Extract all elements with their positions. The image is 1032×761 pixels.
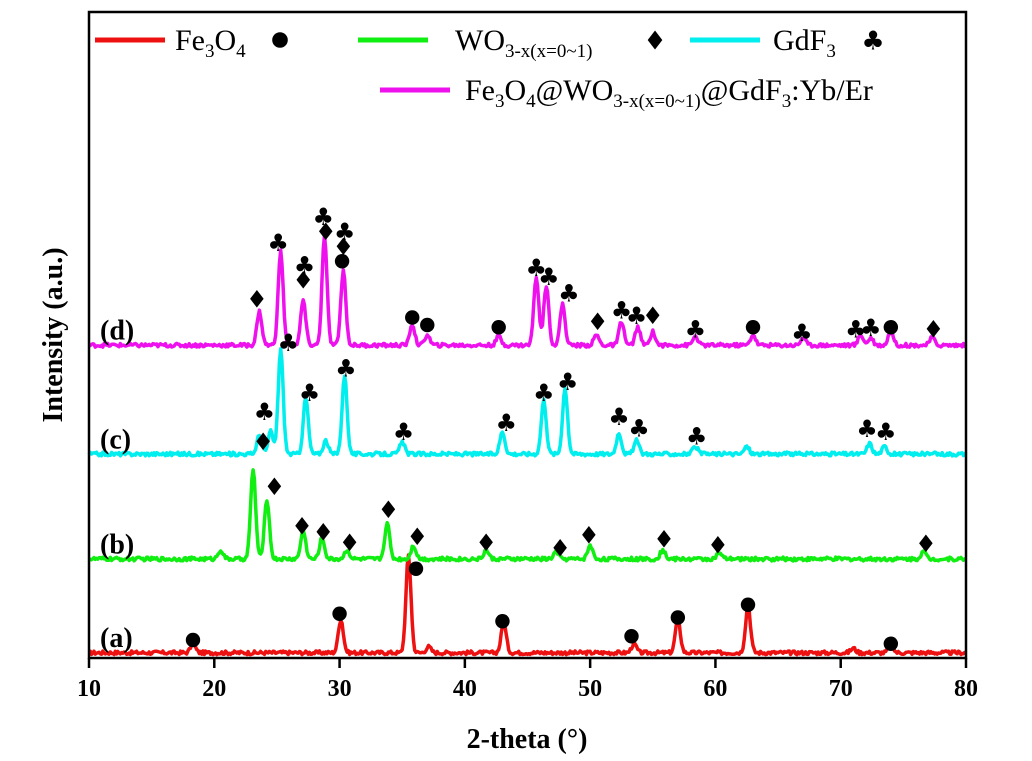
marker-circle xyxy=(334,254,350,269)
marker-diamond: ♦ xyxy=(707,531,729,559)
marker-circle xyxy=(491,320,506,335)
marker-circle xyxy=(883,636,899,651)
marker-diamond: ♦ xyxy=(653,525,675,553)
curve-labels-layer: (a) (b) (c) (d) xyxy=(100,316,134,655)
x-tick-label: 50 xyxy=(578,676,602,702)
marker-circle xyxy=(185,632,201,648)
legend: Fe3​O4​ WO3-x(x=0~1)​ ♦ GdF3​ ♣ Fe3​O4​@WO3-x… xyxy=(95,24,885,112)
marker-circle xyxy=(332,606,347,621)
marker-circle xyxy=(883,320,899,335)
curves-layer xyxy=(87,233,968,657)
markers-layer: ♦♦♦ ♦ ♦♦♦ ♦ ♦ ♦ ♦ ♦ ♦♣♣♣♣♣ ♣♣ ♣♣♣ ♣ ♣♣♦♣♦♣♦♣♦♣♣♣♣♦ ♣♣… xyxy=(185,203,945,651)
marker-diamond: ♦ xyxy=(578,522,600,550)
marker-diamond: ♦ xyxy=(915,530,937,558)
series-label: (b) xyxy=(100,529,134,560)
series-label: (d) xyxy=(100,316,134,347)
y-axis-title: Intensity (a.u.) xyxy=(38,247,69,422)
marker-club: ♣ xyxy=(299,379,321,407)
marker-diamond: ♦ xyxy=(313,519,335,547)
marker-diamond: ♦ xyxy=(292,267,314,295)
marker-circle xyxy=(670,610,686,625)
marker-club: ♣ xyxy=(334,218,356,246)
marker-diamond: ♦ xyxy=(252,428,274,456)
marker-circle xyxy=(405,310,420,325)
marker-diamond: ♦ xyxy=(315,218,337,246)
marker-club: ♣ xyxy=(608,403,630,431)
marker-club: ♣ xyxy=(254,398,276,426)
marker-club: ♣ xyxy=(860,314,882,342)
x-tick-label: 80 xyxy=(954,676,978,702)
marker-diamond: ♦ xyxy=(246,285,268,313)
x-axis-title: 2-theta (°) xyxy=(467,724,588,755)
series-label: (a) xyxy=(100,623,133,654)
marker-club: ♣ xyxy=(686,423,708,451)
series-line xyxy=(87,347,968,458)
marker-club: ♣ xyxy=(294,252,316,280)
marker-diamond: ♦ xyxy=(264,473,286,501)
legend-label: GdF3​ xyxy=(773,24,836,62)
marker-diamond: ♦ xyxy=(923,315,945,343)
marker-circle xyxy=(272,32,288,48)
marker-circle xyxy=(745,320,761,335)
marker-club: ♣ xyxy=(875,418,897,446)
legend-label: Fe3​O4​ xyxy=(175,24,246,62)
marker-club: ♣ xyxy=(335,354,357,382)
marker-club: ♣ xyxy=(856,415,878,443)
marker-club: ♣ xyxy=(685,315,707,343)
marker-diamond: ♦ xyxy=(406,523,428,551)
x-tick-label: 60 xyxy=(703,676,727,702)
marker-circle xyxy=(408,561,424,576)
x-tick-label: 40 xyxy=(453,676,477,702)
marker-circle xyxy=(495,614,510,629)
marker-club: ♣ xyxy=(558,279,580,307)
x-tick-label: 30 xyxy=(328,676,352,702)
series-label: (c) xyxy=(100,424,131,455)
marker-club: ♣ xyxy=(791,319,813,347)
marker-circle xyxy=(624,629,639,644)
marker-club: ♣ xyxy=(313,203,335,231)
marker-diamond: ♦ xyxy=(475,529,497,557)
marker-diamond: ♦ xyxy=(642,302,664,330)
series-line xyxy=(88,553,967,657)
marker-diamond: ♦ xyxy=(378,496,400,524)
marker-club: ♣ xyxy=(393,418,415,446)
marker-club: ♣ xyxy=(526,254,548,282)
marker-diamond: ♦ xyxy=(333,233,355,261)
plot-frame xyxy=(87,10,968,660)
marker-diamond: ♦ xyxy=(587,308,609,336)
legend-label: WO3-x(x=0~1)​ xyxy=(455,24,592,62)
marker-diamond: ♦ xyxy=(643,26,666,56)
series-line xyxy=(87,468,967,563)
x-tick-label: 70 xyxy=(829,676,853,702)
marker-diamond: ♦ xyxy=(339,529,361,557)
marker-club: ♣ xyxy=(845,315,867,343)
marker-club: ♣ xyxy=(533,379,555,407)
marker-diamond: ♦ xyxy=(291,513,313,541)
marker-club: ♣ xyxy=(628,414,650,442)
x-ticks-layer: 10 20 30 40 50 60 70 80 xyxy=(77,658,978,702)
marker-club: ♣ xyxy=(495,409,517,437)
marker-club: ♣ xyxy=(861,26,884,56)
marker-circle xyxy=(420,317,435,333)
marker-club: ♣ xyxy=(611,297,633,325)
x-tick-label: 10 xyxy=(77,676,101,702)
legend-label: Fe3​O4​@WO3-x(x=0~1)​@GdF3​:Yb/Er xyxy=(465,74,873,112)
marker-circle xyxy=(740,597,756,612)
series-line xyxy=(88,233,968,349)
marker-diamond: ♦ xyxy=(549,534,571,562)
marker-club: ♣ xyxy=(557,368,579,396)
marker-club: ♣ xyxy=(626,302,648,330)
marker-club: ♣ xyxy=(267,229,289,257)
x-tick-label: 20 xyxy=(202,676,226,702)
marker-club: ♣ xyxy=(277,329,299,357)
marker-club: ♣ xyxy=(538,263,560,291)
